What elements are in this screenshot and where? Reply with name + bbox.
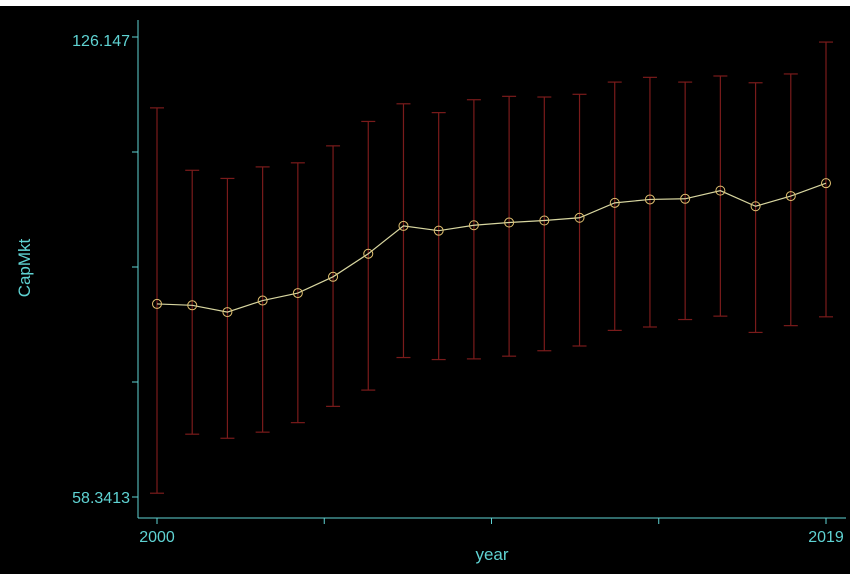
x-axis-label: year	[475, 545, 508, 564]
data-point	[363, 248, 374, 259]
error-bars	[150, 41, 833, 494]
x-tick-label-last: 2019	[808, 529, 844, 546]
data-point	[504, 217, 515, 228]
data-point	[750, 201, 761, 212]
data-point	[680, 193, 691, 204]
series-line	[156, 182, 827, 313]
axes	[132, 20, 846, 524]
right-edge-strip	[850, 0, 856, 574]
x-tick-label-first: 2000	[139, 529, 175, 546]
y-tick-label-max: 126.147	[72, 33, 130, 50]
data-point	[433, 225, 444, 236]
data-point	[328, 271, 339, 282]
series-line-group	[156, 182, 827, 313]
data-point	[468, 220, 479, 231]
data-point	[187, 300, 198, 311]
data-point	[398, 220, 409, 231]
data-point	[152, 298, 162, 309]
data-point	[539, 215, 550, 226]
data-point	[609, 197, 620, 208]
data-point	[821, 178, 831, 189]
markers	[152, 178, 831, 318]
data-point	[785, 191, 796, 202]
data-point	[574, 212, 585, 223]
top-edge-strip	[0, 0, 856, 6]
data-point	[222, 307, 233, 318]
y-tick-label-min: 58.3413	[72, 490, 130, 507]
data-point	[644, 194, 655, 205]
data-point	[715, 185, 726, 196]
data-point	[257, 295, 268, 306]
data-point	[292, 288, 303, 299]
y-axis-label: CapMkt	[15, 238, 34, 297]
